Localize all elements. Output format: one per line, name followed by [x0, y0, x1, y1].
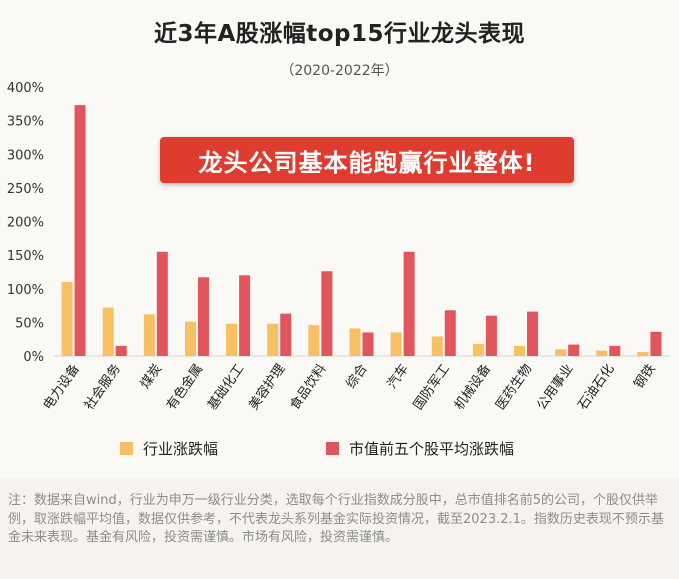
bar-industry	[637, 351, 649, 356]
y-tick-label: 250%	[7, 182, 44, 197]
bar-industry	[226, 323, 238, 356]
bar-industry	[308, 325, 320, 356]
bar-leaders	[239, 275, 251, 356]
x-tick-label: 美容护理	[246, 361, 289, 413]
y-tick-label: 350%	[7, 115, 44, 130]
bar-leaders	[485, 315, 497, 356]
chart-title: 近3年A股涨幅top15行业龙头表现	[147, 14, 532, 50]
x-tick-label: 基础化工	[205, 362, 247, 413]
bar-leaders	[650, 331, 662, 356]
bar-leaders	[321, 271, 333, 356]
callout-banner: 龙头公司基本能跑赢行业整体!	[160, 137, 574, 183]
bar-industry	[596, 350, 608, 356]
x-tick-label: 电力设备	[40, 361, 83, 413]
x-tick-label: 综合	[344, 362, 371, 392]
bar-leaders	[197, 277, 209, 356]
x-tick-label: 钢铁	[632, 362, 659, 392]
y-tick-label: 300%	[7, 148, 44, 163]
x-tick-label: 煤炭	[138, 362, 165, 392]
x-tick-label: 有色金属	[163, 361, 206, 413]
bar-industry	[143, 314, 155, 356]
bar-leaders	[527, 311, 539, 356]
legend-item-industry: 行业涨跌幅	[120, 438, 218, 459]
y-tick-label: 50%	[15, 316, 44, 331]
bar-leaders	[280, 313, 292, 356]
y-tick-label: 200%	[7, 216, 44, 231]
bar-leaders	[444, 310, 456, 356]
legend-label-leaders: 市值前五个股平均涨跌幅	[349, 440, 515, 458]
bar-leaders	[156, 251, 168, 356]
chart-title-wrap: 近3年A股涨幅top15行业龙头表现	[0, 14, 679, 50]
bar-industry	[514, 345, 526, 356]
bar-industry	[431, 336, 443, 356]
y-tick-label: 150%	[7, 249, 44, 264]
y-tick-label: 400%	[7, 81, 44, 96]
x-tick-label: 食品饮料	[287, 361, 330, 413]
y-tick-label: 0%	[23, 350, 44, 365]
chart-subtitle: （2020-2022年）	[280, 63, 399, 79]
bar-leaders	[403, 251, 415, 356]
bar-industry	[390, 332, 402, 356]
x-tick-label: 社会服务	[81, 361, 124, 413]
chart-title-text: 近3年A股涨幅top15行业龙头表现	[153, 21, 526, 47]
bar-industry	[61, 282, 73, 356]
x-tick-label: 医药生物	[493, 362, 535, 413]
bar-leaders	[74, 105, 86, 356]
legend-item-leaders: 市值前五个股平均涨跌幅	[326, 438, 514, 459]
chart-legend: 行业涨跌幅 市值前五个股平均涨跌幅	[0, 438, 679, 458]
bar-leaders	[115, 345, 127, 356]
y-tick-label: 100%	[7, 283, 44, 298]
legend-label-industry: 行业涨跌幅	[143, 440, 219, 458]
x-tick-label: 国防军工	[410, 361, 453, 413]
bar-industry	[472, 343, 484, 356]
bar-industry	[184, 321, 196, 356]
bar-industry	[102, 307, 114, 356]
bar-leaders	[609, 345, 621, 356]
x-tick-label: 汽车	[384, 361, 412, 391]
bar-leaders	[362, 332, 374, 356]
bar-industry	[267, 323, 279, 356]
bar-industry	[555, 349, 567, 356]
x-tick-label: 公用事业	[534, 362, 576, 413]
legend-swatch-industry	[120, 442, 133, 455]
legend-swatch-leaders	[326, 442, 339, 455]
bar-industry	[349, 328, 361, 356]
x-tick-label: 机械设备	[451, 361, 494, 413]
bar-chart: 0% 50% 100% 150% 200% 250% 300% 350% 400% 电力设备 社会服…	[7, 81, 670, 413]
disclaimer-note: 注：数据来自wind，行业为申万一级行业分类，选取每个行业指数成分股中，总市值排…	[8, 493, 664, 545]
bar-leaders	[568, 344, 580, 356]
x-tick-label: 石油石化	[575, 362, 617, 413]
chart-card	[0, 0, 679, 478]
